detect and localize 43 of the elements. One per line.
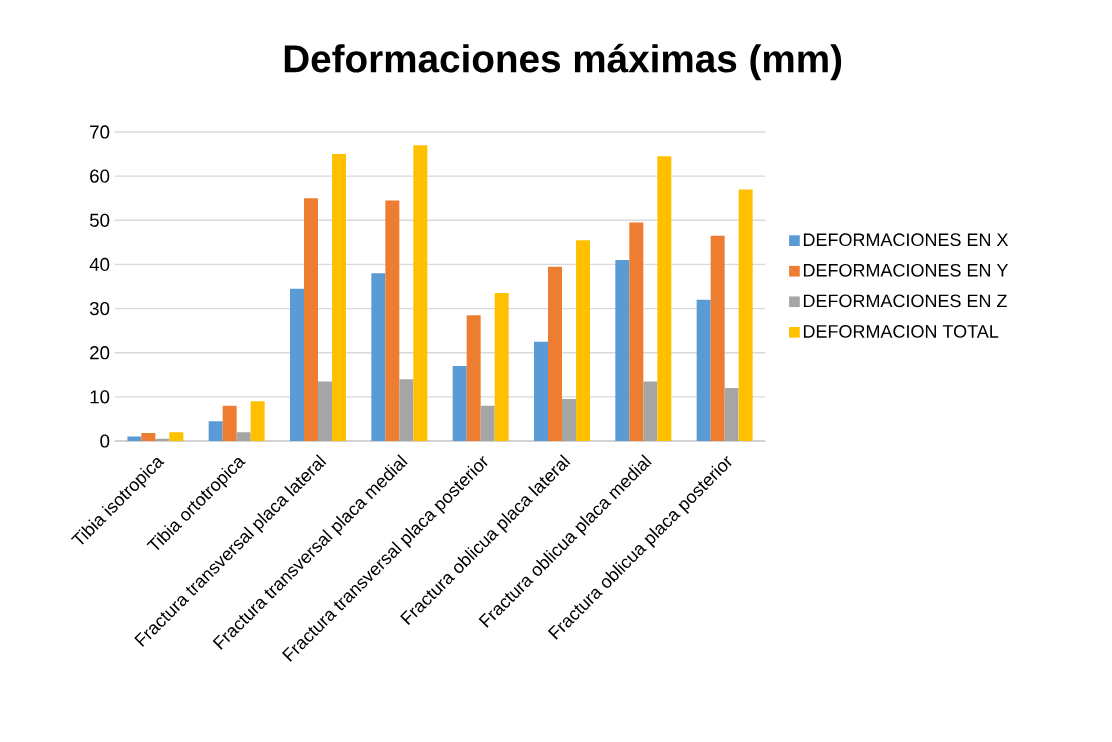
bar (371, 273, 386, 441)
y-tick-label: 40 (89, 257, 110, 272)
legend-label: DEFORMACIONES EN X (803, 233, 1009, 247)
bar (643, 381, 658, 441)
bar (562, 399, 576, 441)
y-tick-label: 20 (90, 346, 110, 360)
bar (250, 401, 265, 441)
bar (222, 405, 237, 441)
y-tick-label: 60 (90, 169, 110, 183)
bar (385, 200, 400, 441)
bar (290, 288, 304, 441)
bar (452, 365, 467, 441)
legend-label: DEFORMACIONES EN Y (803, 263, 1009, 277)
bar (576, 240, 590, 441)
bar (615, 260, 630, 441)
y-tick-label: 0 (100, 434, 110, 448)
y-tick-label: 30 (89, 301, 110, 316)
bar (724, 388, 739, 441)
bar (466, 315, 481, 441)
bar (332, 154, 346, 441)
bar (208, 421, 223, 441)
chart-title: Deformaciones máximas (mm) (284, 43, 842, 81)
bar (141, 433, 156, 441)
bar (629, 222, 644, 441)
bar (318, 381, 332, 441)
legend-label: DEFORMACION TOTAL (803, 325, 999, 338)
bar (304, 198, 318, 441)
bar (548, 266, 562, 441)
bar (236, 432, 251, 441)
legend-label: DEFORMACIONES EN Z (803, 294, 1007, 308)
bar (413, 145, 428, 441)
y-tick-label: 50 (89, 213, 110, 227)
bar (696, 299, 711, 441)
bar (534, 341, 548, 441)
bar (494, 293, 509, 441)
bar (738, 189, 753, 441)
bar (399, 379, 414, 441)
bar (480, 405, 495, 441)
y-tick-label: 70 (90, 125, 110, 139)
bar (169, 432, 184, 441)
bar (657, 156, 672, 441)
y-tick-label: 10 (90, 390, 110, 404)
bar (710, 235, 725, 441)
